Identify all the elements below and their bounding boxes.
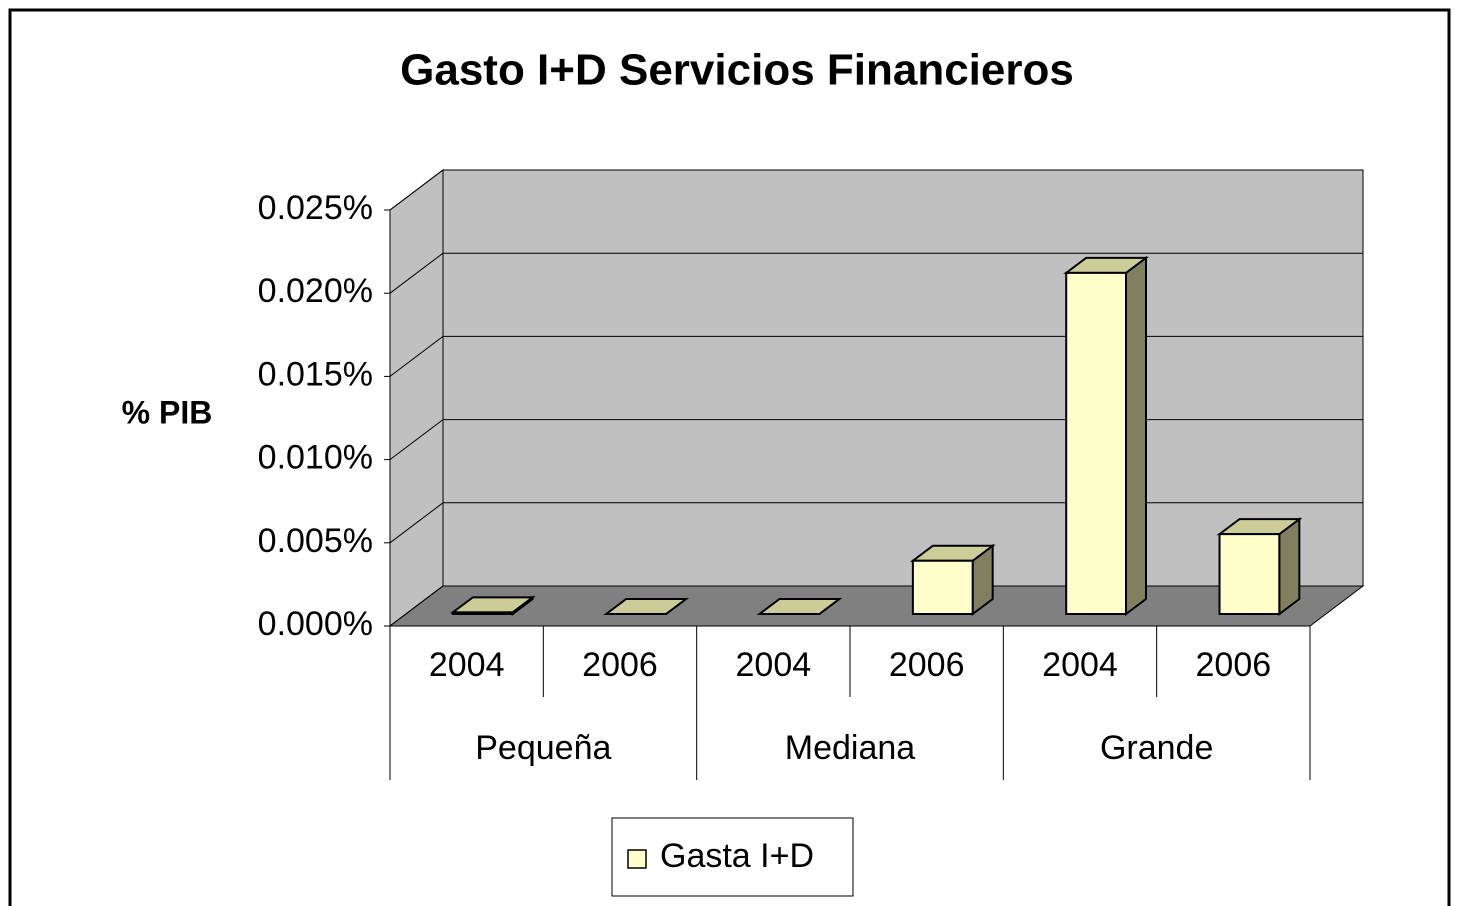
bar (756, 598, 843, 615)
grid-line (389, 419, 1363, 460)
y-tick-label: 0.015% (258, 355, 373, 393)
back-wall (442, 169, 1364, 587)
bar-front (1218, 533, 1281, 615)
legend-swatch (627, 849, 647, 869)
bar (909, 543, 996, 616)
side-wall (389, 168, 444, 628)
x-tick-label: 2004 (429, 646, 505, 684)
x-tick-label: 2006 (1196, 646, 1272, 684)
group-label: Grande (1100, 729, 1213, 767)
bar (1216, 517, 1303, 616)
chart-title: Gasto I+D Servicios Financieros (400, 46, 1074, 95)
x-tick-label: 2004 (736, 646, 812, 684)
floor (388, 585, 1365, 627)
y-tick-label: 0.025% (258, 189, 373, 227)
grid-line (389, 335, 1363, 377)
group-label: Mediana (785, 729, 916, 767)
bar-front (451, 611, 514, 615)
bar (1063, 255, 1149, 616)
bar-front (911, 559, 974, 615)
grid-line (389, 502, 1363, 544)
x-tick-label: 2004 (1042, 646, 1118, 684)
group-label: Pequeña (475, 729, 611, 767)
y-axis-label: % PIB (122, 394, 213, 430)
y-tick-label: 0.000% (258, 605, 373, 643)
bar-front (1065, 271, 1127, 615)
y-tick-label: 0.010% (258, 439, 373, 477)
y-tick-label: 0.005% (258, 522, 373, 560)
grid-line (389, 252, 1363, 294)
bar (603, 598, 689, 615)
legend-label: Gasta I+D (660, 837, 814, 875)
y-tick-label: 0.020% (258, 272, 373, 310)
bar (449, 595, 536, 616)
x-tick-label: 2006 (582, 646, 658, 684)
bar-side (1278, 517, 1301, 616)
legend-box (611, 817, 854, 897)
bar-side (1125, 255, 1147, 616)
x-tick-label: 2006 (889, 646, 965, 684)
grid-line (389, 585, 1363, 627)
grid-line (389, 169, 1363, 211)
